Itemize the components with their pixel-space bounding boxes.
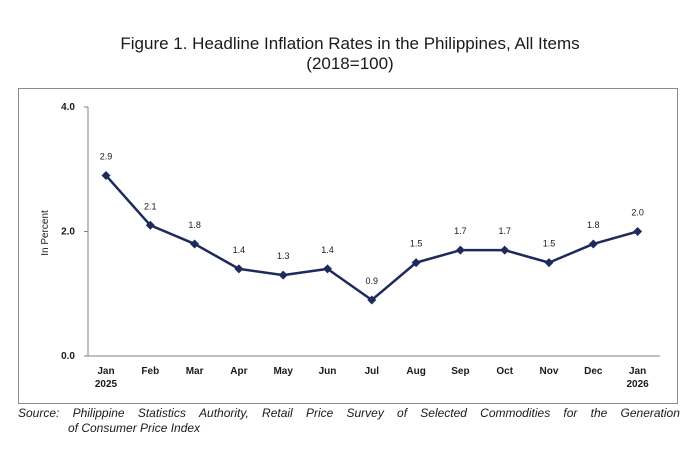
- source-word: Price: [305, 406, 334, 420]
- source-word: Retail: [262, 406, 293, 420]
- source-word: the: [590, 406, 608, 420]
- chart-title: Figure 1. Headline Inflation Rates in th…: [0, 34, 700, 74]
- data-label: 2.9: [100, 151, 113, 161]
- source-word: for: [563, 406, 578, 420]
- x-tick-label: Jul: [365, 366, 380, 377]
- source-word: Survey: [346, 406, 384, 420]
- y-tick-label: 4.0: [61, 102, 75, 113]
- source-word: Generation: [620, 406, 680, 420]
- x-tick-label: Nov: [540, 366, 559, 377]
- data-label: 1.4: [321, 245, 334, 255]
- data-label: 2.0: [631, 208, 644, 218]
- data-point-marker: [544, 258, 554, 268]
- x-tick-label: Aug: [406, 366, 425, 377]
- y-tick-label: 0.0: [61, 351, 75, 362]
- data-label: 2.1: [144, 201, 157, 211]
- data-point-marker: [455, 245, 465, 255]
- chart-title-line1: Figure 1. Headline Inflation Rates in th…: [120, 34, 580, 53]
- data-label: 1.8: [587, 220, 600, 230]
- data-label: 1.5: [543, 239, 556, 249]
- source-word: Selected: [420, 406, 467, 420]
- source-line1: Source: Philippine Statistics Authority, Ret…: [18, 406, 680, 421]
- data-point-marker: [278, 270, 288, 280]
- data-label: 1.5: [410, 239, 423, 249]
- data-label: 1.3: [277, 251, 290, 261]
- data-label: 0.9: [366, 276, 379, 286]
- x-year-label: 2025: [95, 379, 118, 390]
- chart-title-line2: (2018=100): [306, 54, 394, 73]
- x-tick-label: Oct: [496, 366, 513, 377]
- data-point-marker: [633, 227, 643, 236]
- source-line2: of Consumer Price Index: [68, 421, 201, 435]
- data-label: 1.7: [454, 226, 467, 236]
- x-tick-label: Mar: [186, 366, 204, 377]
- source-word: Statistics: [137, 406, 186, 420]
- x-tick-label: May: [273, 366, 293, 377]
- data-point-marker: [101, 170, 111, 180]
- data-label: 1.7: [498, 226, 511, 236]
- x-tick-label: Sep: [451, 366, 469, 377]
- x-tick-label: Feb: [141, 366, 159, 377]
- data-point-marker: [323, 264, 332, 274]
- x-tick-label: Jun: [319, 366, 337, 377]
- source-word: of: [397, 406, 408, 420]
- source-note: Source: Philippine Statistics Authority, Ret…: [18, 406, 680, 436]
- data-point-marker: [145, 220, 155, 230]
- data-point-marker: [588, 239, 598, 249]
- data-point-marker: [500, 245, 510, 255]
- x-tick-label: Apr: [230, 366, 247, 377]
- source-word: Philippine: [72, 406, 125, 420]
- data-label: 1.4: [233, 245, 246, 255]
- chart-area: [18, 88, 678, 404]
- data-point-marker: [411, 258, 421, 268]
- data-point-marker: [190, 239, 200, 249]
- x-year-label: 2026: [626, 379, 649, 390]
- x-tick-label: Jan: [629, 366, 646, 377]
- source-word: Authority,: [199, 406, 249, 420]
- source-word: Commodities: [480, 406, 551, 420]
- y-tick-label: 2.0: [61, 227, 75, 238]
- y-axis-title: In Percent: [40, 210, 51, 256]
- data-point-marker: [367, 295, 377, 305]
- x-tick-label: Jan: [97, 366, 114, 377]
- source-word: Source:: [18, 406, 60, 420]
- data-label: 1.8: [188, 220, 201, 230]
- data-point-marker: [234, 264, 244, 274]
- x-tick-label: Dec: [584, 366, 603, 377]
